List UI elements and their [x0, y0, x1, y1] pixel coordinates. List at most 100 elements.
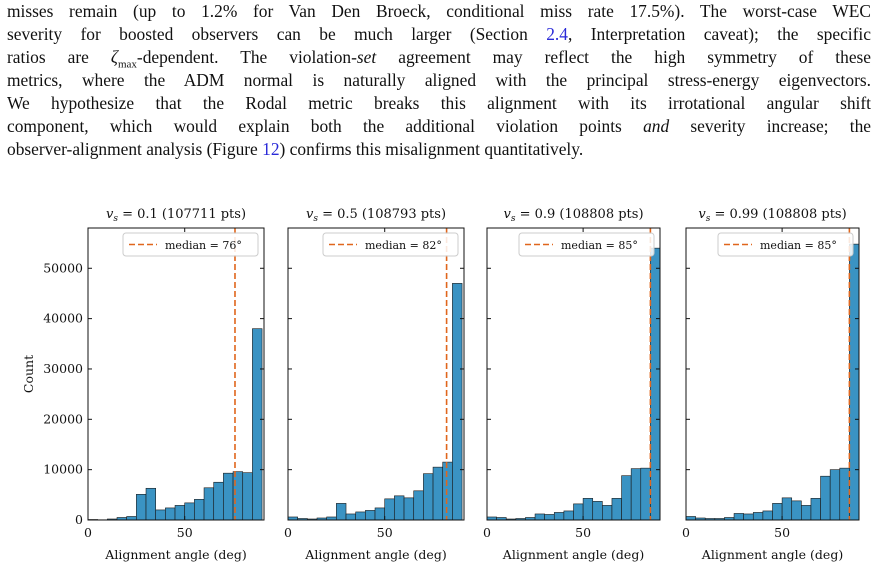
title-text: = 0.99 (108808 pts): [710, 207, 846, 222]
y-tick-label: 50000: [43, 260, 83, 275]
x-axis-label: Alignment angle (deg): [701, 547, 843, 562]
bar: [592, 501, 603, 521]
bar: [801, 505, 812, 521]
x-tick-label: 0: [483, 525, 491, 540]
legend-label: median = 76°: [165, 239, 242, 252]
bar: [374, 507, 386, 521]
title-symbol: v: [698, 207, 706, 222]
legend-label: median = 82°: [365, 239, 442, 252]
panel-title: vs = 0.5 (108793 pts): [306, 207, 446, 224]
bar: [213, 481, 224, 521]
text-line: ratios are ζmax-dependent. The violation…: [7, 46, 871, 70]
figure-link[interactable]: 12: [262, 139, 280, 159]
bar: [820, 475, 831, 521]
title-subscript: s: [511, 214, 516, 224]
bar: [184, 502, 195, 521]
bar: [336, 503, 347, 521]
title-subscript: s: [113, 214, 118, 224]
panel-title: vs = 0.9 (108808 pts): [503, 207, 643, 224]
bar: [772, 503, 783, 521]
y-tick-label: 30000: [43, 361, 83, 376]
title-text: = 0.5 (108793 pts): [318, 207, 446, 222]
bar: [553, 512, 565, 521]
bar: [403, 497, 415, 521]
bar: [423, 473, 434, 521]
text-line: misses remain (up to 1.2% for Van Den Br…: [7, 0, 871, 23]
title-symbol: v: [306, 207, 314, 222]
bar: [355, 511, 366, 521]
axes-frame: [486, 227, 661, 521]
bar: [165, 507, 176, 521]
emphasis: and: [643, 116, 670, 136]
x-axis-label: Alignment angle (deg): [502, 547, 644, 562]
bar: [810, 498, 821, 521]
bar: [602, 505, 613, 521]
title-text: = 0.1 (107711 pts): [118, 207, 246, 222]
bar: [544, 514, 555, 521]
bar: [365, 510, 376, 521]
bar: [839, 467, 850, 521]
bar: [394, 495, 405, 521]
text: ) confirms this misalignment quantitativ…: [279, 139, 584, 159]
bar: [752, 512, 764, 521]
x-axis-label: Alignment angle (deg): [104, 547, 246, 562]
bar: [611, 498, 622, 521]
bar: [223, 472, 234, 521]
legend-box: [717, 232, 854, 257]
section-link[interactable]: 2.4: [546, 24, 568, 44]
x-axis-label: Alignment angle (deg): [304, 547, 446, 562]
x-tick-label: 50: [377, 525, 393, 540]
text-line: We hypothesize that the Rodal metric bre…: [7, 92, 871, 115]
text-line: metrics, where the ADM normal is natural…: [7, 69, 871, 92]
text: misses remain (up to 1.2% for Van Den Br…: [7, 1, 871, 21]
text: severity for boosted observers can be mu…: [7, 24, 547, 44]
x-tick-label: 0: [84, 525, 92, 540]
axes-frame: [287, 227, 465, 521]
bar: [384, 498, 395, 521]
bar: [442, 461, 453, 521]
bar: [791, 500, 802, 521]
bar: [582, 498, 594, 521]
text-line: component, which would explain both the …: [7, 115, 871, 138]
x-tick-label: 50: [575, 525, 591, 540]
bar: [573, 503, 584, 521]
legend-box: [122, 232, 259, 257]
text: , Interpretation caveat); the specific: [567, 24, 871, 44]
bar: [174, 505, 186, 521]
text: component, which would explain both the …: [7, 116, 644, 136]
emphasis: set: [356, 47, 377, 67]
x-tick-label: 50: [177, 525, 193, 540]
bar: [849, 243, 860, 521]
bar: [534, 513, 545, 521]
legend-box: [518, 232, 655, 257]
y-axis-label: Count: [21, 355, 36, 393]
bar: [432, 466, 444, 521]
bar: [743, 513, 754, 521]
bar: [252, 328, 263, 521]
y-tick-label: 20000: [43, 411, 83, 426]
bar: [145, 487, 156, 521]
bar: [563, 510, 574, 521]
math-symbol: ζ: [110, 47, 118, 67]
y-tick-label: 0: [75, 512, 83, 527]
bar: [762, 510, 773, 521]
y-tick-label: 10000: [43, 462, 83, 477]
x-tick-label: 0: [682, 525, 690, 540]
legend-label: median = 85°: [561, 239, 638, 252]
bar: [640, 467, 651, 521]
bar: [136, 494, 147, 521]
bar: [630, 468, 642, 521]
bar: [781, 497, 793, 521]
title-subscript: s: [706, 214, 711, 224]
bar: [685, 516, 696, 521]
text: ratios are: [7, 47, 111, 67]
bar: [733, 513, 744, 521]
panel-title: vs = 0.99 (108808 pts): [698, 207, 846, 224]
bar: [155, 509, 166, 521]
bar: [126, 516, 137, 521]
legend-box: [322, 232, 459, 257]
axes-frame: [87, 227, 265, 521]
text: metrics, where the ADM normal is natural…: [7, 70, 871, 90]
